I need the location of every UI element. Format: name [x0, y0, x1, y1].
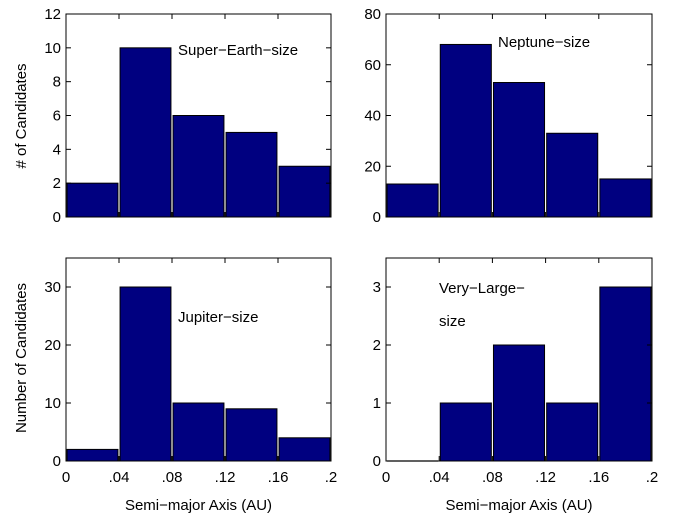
axes-box — [385, 257, 653, 462]
panel-annotation: Very−Large− — [439, 280, 525, 297]
x-tick-label: .16 — [268, 469, 289, 486]
x-tick-label: .04 — [429, 469, 450, 486]
y-tick-label: 4 — [53, 141, 61, 158]
bar — [172, 402, 225, 462]
panel-annotation: size — [439, 313, 466, 330]
bar — [599, 286, 652, 462]
x-tick-label: 0 — [382, 469, 390, 486]
chart-panel-4: 0 1 2 3 0 .04 .08 .12 .16 .2 Semi−major Axis (AU) V… — [373, 257, 659, 514]
y-tick-label: 0 — [373, 453, 381, 470]
y-tick-label: 1 — [373, 395, 381, 412]
panel-annotation: Jupiter−size — [178, 309, 258, 326]
axes-box — [65, 257, 332, 462]
bar — [439, 402, 492, 462]
x-tick-label: .08 — [482, 469, 503, 486]
panel-annotation: Super−Earth−size — [178, 42, 298, 59]
x-tick-label: .12 — [535, 469, 556, 486]
x-tick-label: .16 — [588, 469, 609, 486]
bar — [546, 132, 599, 218]
bar — [225, 408, 278, 462]
bar — [119, 286, 172, 462]
y-tick-label: 10 — [44, 395, 61, 412]
y-tick-label: 40 — [364, 108, 381, 125]
y-tick-label: 30 — [44, 279, 61, 296]
y-tick-label: 12 — [44, 6, 61, 23]
bar — [278, 165, 331, 218]
bar — [439, 43, 492, 218]
chart-panel-2: 0 20 40 60 80 Neptune−size — [364, 6, 653, 226]
y-tick-label: 10 — [44, 40, 61, 57]
bar — [119, 47, 172, 218]
bar — [492, 82, 546, 218]
x-axis-label: Semi−major Axis (AU) — [125, 497, 272, 514]
y-tick-label: 2 — [373, 337, 381, 354]
y-tick-label: 0 — [53, 453, 61, 470]
y-axis-label-top: # of Candidates — [13, 63, 30, 168]
x-tick-label: .2 — [646, 469, 659, 486]
x-tick-label: 0 — [62, 469, 70, 486]
y-tick-label: 60 — [364, 57, 381, 74]
x-tick-label: .08 — [162, 469, 183, 486]
y-tick-label: 6 — [53, 108, 61, 125]
chart-panel-1: 0 2 4 6 8 10 12 Super−Earth−size — [44, 6, 332, 226]
bar — [546, 402, 599, 462]
x-tick-label: .2 — [325, 469, 338, 486]
bar — [66, 182, 119, 218]
bar — [225, 131, 278, 218]
y-tick-label: 3 — [373, 279, 381, 296]
x-axis-label: Semi−major Axis (AU) — [445, 497, 592, 514]
bar — [172, 115, 225, 218]
y-tick-label: 80 — [364, 6, 381, 23]
bar — [386, 183, 439, 218]
x-tick-label: .12 — [215, 469, 236, 486]
bar — [66, 448, 119, 462]
chart-panel-3: 0 10 20 30 0 .04 .08 .12 .16 .2 Semi−major Axis (A… — [44, 257, 338, 514]
y-tick-label: 0 — [53, 209, 61, 226]
y-tick-label: 8 — [53, 74, 61, 91]
y-axis-label-bottom: Number of Candidates — [13, 283, 30, 433]
y-tick-label: 0 — [373, 209, 381, 226]
y-tick-label: 20 — [364, 158, 381, 175]
y-tick-label: 20 — [44, 337, 61, 354]
bar — [278, 437, 331, 462]
panel-annotation: Neptune−size — [498, 34, 590, 51]
y-tick-label: 2 — [53, 175, 61, 192]
bar — [492, 344, 546, 462]
bar — [599, 178, 652, 218]
x-tick-label: .04 — [109, 469, 130, 486]
